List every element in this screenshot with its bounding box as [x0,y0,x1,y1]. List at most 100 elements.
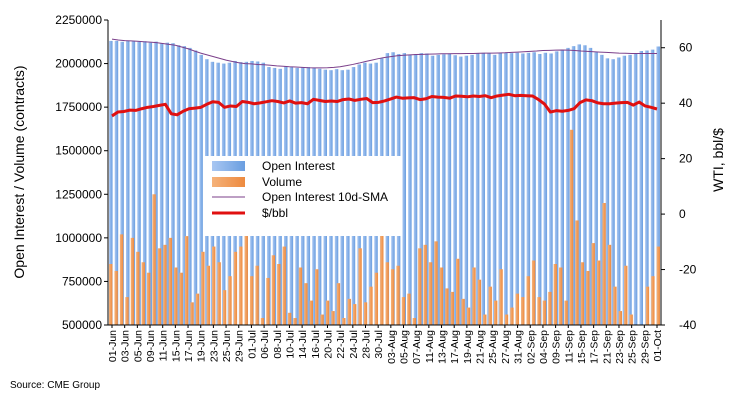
price-line [111,92,658,118]
volume-bar [580,262,585,325]
volume-bar [136,251,140,325]
open-interest-bar [504,52,508,326]
volume-bar [564,300,568,325]
volume-bar [363,302,368,325]
volume-bar [260,318,265,325]
x-tick-label: 22-Jul [335,330,347,359]
y-tick-right-label: 60 [679,41,693,55]
open-interest-bar [650,49,655,325]
x-tick-label: 23-Sep [614,330,626,364]
y-tick-left-label: 750000 [62,274,102,288]
x-tick-label: 19-Aug [462,330,474,364]
y-tick-left-label: 1500000 [55,144,102,158]
open-interest-bar [193,50,198,325]
volume-bar [255,265,259,325]
volume-bar [244,234,248,325]
open-interest-bar [137,41,141,325]
volume-bar [569,129,574,325]
volume-bar [418,248,422,325]
y-tick-right-label: -20 [679,263,697,277]
volume-bar [504,314,509,325]
volume-bar [222,290,227,325]
legend-label-sma: Open Interest 10d-SMA [262,190,388,204]
volume-bar [347,298,351,325]
open-interest-bar [515,52,519,326]
open-interest-bar [171,43,175,326]
y-axis-left-title: Open Interest / Volume (contracts) [11,65,27,278]
open-interest-bar [447,53,452,326]
x-tick-label: 13-Aug [437,330,449,364]
volume-bar [114,270,118,325]
volume-bar [233,251,238,325]
y-tick-left-label: 500000 [62,318,102,332]
volume-bar [298,267,303,325]
volume-bar [201,251,205,325]
open-interest-bar [458,56,463,325]
x-tick-label: 03-Jun [120,330,132,362]
volume-bar [109,264,113,325]
volume-bar [477,279,482,325]
x-tick-label: 16-Jul [310,330,322,359]
x-tick-label: 10-Jul [284,330,296,359]
open-interest-bar [142,41,147,325]
x-ticks: 01-Jun 03-Jun 05-Jun 09-Jun 11-Jun 15-Jun 17-J… [107,325,664,364]
open-interest-bar [594,52,598,326]
open-interest-bar [453,55,457,326]
y-ticks-left: 2250000 2000000 1750000 1500000 1250000 10000… [55,13,108,332]
open-interest-bar [583,45,587,326]
open-interest-bar [628,54,632,326]
volume-bar [293,318,297,325]
volume-bar [439,267,444,325]
volume-bar [624,265,628,325]
legend-swatch-open-interest [212,161,245,171]
open-interest-bar [464,55,469,325]
volume-bar [179,272,183,325]
volume-bar [141,262,145,325]
volume-bar [526,276,530,325]
x-tick-label: 17-Aug [449,330,461,364]
axes [107,20,662,326]
volume-bar [456,258,460,325]
x-tick-label: 27-Aug [500,330,512,364]
open-interest-bar [605,58,610,326]
open-interest-bar [131,41,136,325]
open-interest-bar [165,42,169,325]
open-interest-bar [408,54,412,326]
open-interest-bar [442,54,446,325]
y-tick-right-label: 0 [679,207,686,221]
open-interest-bar [154,41,158,326]
x-tick-label: 25-Sep [627,330,639,364]
volume-bar [374,272,379,325]
x-tick-label: 05-Jun [132,330,144,362]
open-interest-bar [126,40,130,325]
open-interest-bar [571,46,576,325]
volume-bar [331,311,335,325]
open-interest-bar [600,54,604,326]
volume-bar [531,260,536,325]
x-tick-label: 08-Jul [272,330,284,359]
volume-bar [385,262,389,325]
volume-bar [315,269,319,325]
open-interest-bar [537,53,542,326]
open-interest-bar [566,47,570,325]
x-tick-label: 17-Sep [589,330,601,364]
open-interest-bar [188,47,192,325]
volume-bar [125,297,129,325]
volume-bar [325,300,330,325]
open-interest-bar [182,46,186,325]
volume-bar [174,267,178,325]
y-tick-left-label: 1000000 [55,231,102,245]
legend-label-volume: Volume [262,175,302,189]
x-tick-label: 01-Jul [246,330,258,359]
volume-bar [510,307,514,325]
x-tick-label: 04-Sep [538,330,550,364]
open-interest-bar [554,51,559,326]
x-tick-label: 20-Jul [322,330,334,359]
open-interest-bar [577,44,581,326]
volume-bar [445,288,449,325]
volume-bar [488,286,492,325]
volume-bar [206,265,210,325]
price-line-group [111,92,658,118]
x-tick-label: 19-Jun [196,330,208,362]
